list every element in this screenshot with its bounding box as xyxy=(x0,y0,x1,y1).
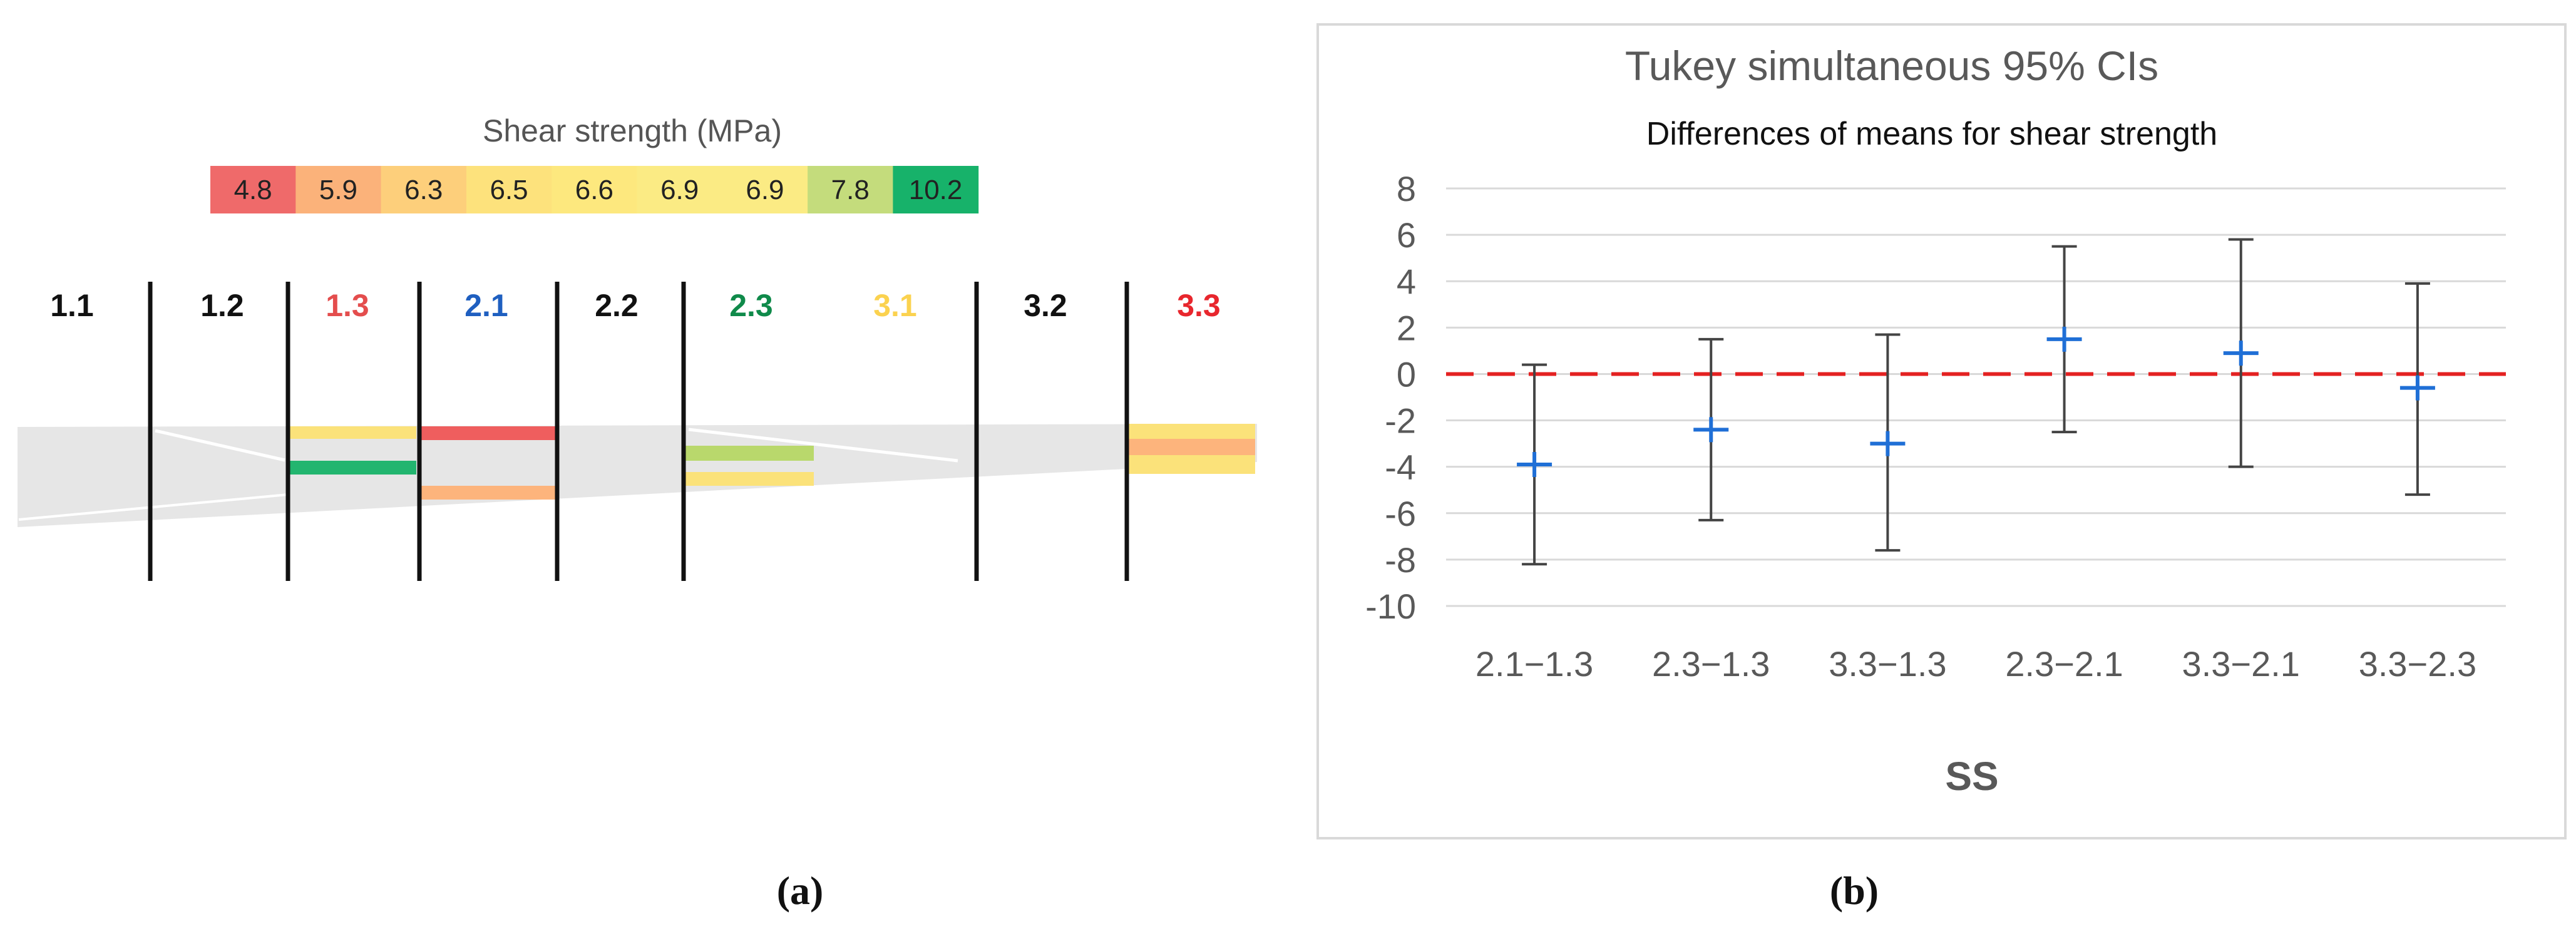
x-tick-label: 3.3−1.3 xyxy=(1829,644,1946,684)
x-axis-label: SS xyxy=(1945,754,1998,799)
interval-5 xyxy=(2399,282,2435,496)
y-tick-label: -10 xyxy=(1365,587,1416,626)
beam-lower-edge-line xyxy=(18,493,289,521)
legend-cell xyxy=(210,166,296,213)
section-label: 1.1 xyxy=(50,288,94,323)
failure-bar xyxy=(684,446,814,461)
x-tick-label: 2.3−2.1 xyxy=(2005,644,2123,684)
failure-bar xyxy=(288,461,416,475)
failure-bar xyxy=(684,472,814,486)
x-tick-label: 3.3−2.3 xyxy=(2359,644,2476,684)
chart-subtitle: Differences of means for shear strength xyxy=(1646,116,2217,152)
section-label: 2.2 xyxy=(595,288,639,323)
y-tick-label: 2 xyxy=(1397,308,1416,347)
beam-scarf-line xyxy=(688,428,958,463)
panel-b-tukey-chart: Tukey simultaneous 95% CIs Differences o… xyxy=(1316,23,2567,913)
legend-value: 6.5 xyxy=(490,175,528,205)
section-label: 3.1 xyxy=(873,288,917,323)
y-tick-label: 0 xyxy=(1397,354,1416,394)
y-tick-label: 8 xyxy=(1397,169,1416,208)
y-tick-label: -8 xyxy=(1385,540,1416,580)
section-label: 1.3 xyxy=(326,288,369,323)
y-tick-label: 6 xyxy=(1397,215,1416,255)
section-labels: 1.1 1.2 1.3 2.1 2.2 2.3 3.1 3.2 3.3 xyxy=(50,288,1221,323)
y-tick-label: -6 xyxy=(1385,494,1416,533)
failure-bar xyxy=(421,486,555,500)
legend-value: 6.6 xyxy=(575,175,613,205)
legend-value: 6.3 xyxy=(404,175,443,205)
legend-cell xyxy=(808,166,893,213)
interval-2 xyxy=(1870,333,1906,552)
y-tick-label: -2 xyxy=(1385,401,1416,441)
caption-a: (a) xyxy=(777,868,824,913)
interval-1 xyxy=(1693,337,1729,521)
legend-value: 6.9 xyxy=(660,175,699,205)
legend-value: 6.9 xyxy=(746,175,784,205)
beam-scarf-line xyxy=(155,429,285,462)
interval-4 xyxy=(2223,238,2259,468)
legend-value: 4.8 xyxy=(234,175,272,205)
section-label: 3.3 xyxy=(1177,288,1221,323)
section-label: 1.2 xyxy=(200,288,244,323)
y-tick-label: 4 xyxy=(1397,262,1416,301)
y-axis-tick-labels: 8 6 4 2 0 -2 -4 -6 -8 -10 xyxy=(1365,169,1416,626)
x-tick-label: 2.3−1.3 xyxy=(1652,644,1770,684)
panel-a-beam-diagram: Shear strength (MPa) 4.8 5.9 6.3 6.5 6.6 6.9 6… xyxy=(18,113,1257,913)
failure-bar xyxy=(288,426,416,439)
legend-cell xyxy=(295,166,382,213)
legend-cell xyxy=(552,166,637,213)
failure-bar xyxy=(421,426,555,440)
legend-scale: 4.8 5.9 6.3 6.5 6.6 6.9 6.9 7.8 10.2 xyxy=(210,166,979,213)
interval-0 xyxy=(1517,363,1552,566)
x-tick-label: 2.1−1.3 xyxy=(1475,644,1593,684)
x-tick-label: 3.3−2.1 xyxy=(2182,644,2300,684)
beam-band xyxy=(18,424,1257,527)
confidence-intervals xyxy=(1517,238,2435,566)
interval-3 xyxy=(2046,245,2082,434)
legend-cell xyxy=(893,166,979,213)
failure-bars xyxy=(288,424,1255,500)
legend-title: Shear strength (MPa) xyxy=(483,113,782,148)
caption-b: (b) xyxy=(1830,868,1879,913)
legend-cell xyxy=(466,166,552,213)
chart-title: Tukey simultaneous 95% CIs xyxy=(1625,43,2158,89)
legend-cell xyxy=(381,166,467,213)
legend-cell xyxy=(637,166,723,213)
legend-value: 5.9 xyxy=(319,175,357,205)
section-label: 3.2 xyxy=(1024,288,1067,323)
chart-gridlines xyxy=(1446,187,2506,607)
section-label: 2.3 xyxy=(729,288,773,323)
section-label: 2.1 xyxy=(464,288,508,323)
y-tick-label: -4 xyxy=(1385,448,1416,487)
section-dividers xyxy=(148,282,1129,581)
legend-value: 10.2 xyxy=(909,175,963,205)
failure-bar xyxy=(1127,439,1255,455)
legend-cell xyxy=(722,166,808,213)
chart-frame xyxy=(1316,23,2567,839)
legend-value: 7.8 xyxy=(831,175,870,205)
x-axis-tick-labels: 2.1−1.3 2.3−1.3 3.3−1.3 2.3−2.1 3.3−2.1 3.3−2… xyxy=(1475,644,2476,684)
